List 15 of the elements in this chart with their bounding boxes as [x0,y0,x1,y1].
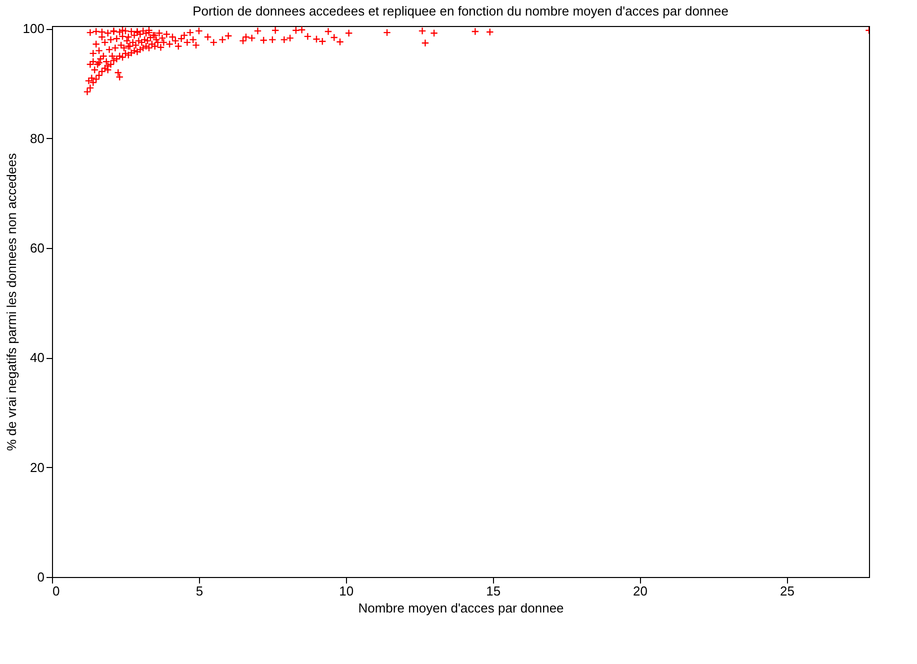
x-tick-label: 20 [633,584,648,598]
x-tick-label: 0 [52,584,60,598]
x-axis-title: Nombre moyen d'acces par donnee [358,600,564,616]
y-tick-label: 0 [37,570,44,584]
chart-title: Portion de donnees accedees et repliquee en fonction du nombre moyen d'acces par donnee [192,4,728,19]
y-tick-label: 80 [30,130,44,146]
x-tick-label: 10 [339,584,354,598]
x-tick-label: 25 [780,584,794,598]
y-tick-label: 20 [30,460,44,475]
x-tick-label: 5 [196,584,204,598]
y-tick-label: 40 [30,350,44,366]
y-tick-label: 60 [30,240,44,256]
x-tick-label: 15 [486,584,501,598]
y-axis-title: % de vrai negatifs parmi les donnees non accedees [4,152,19,451]
y-tick-label: 100 [22,21,44,36]
